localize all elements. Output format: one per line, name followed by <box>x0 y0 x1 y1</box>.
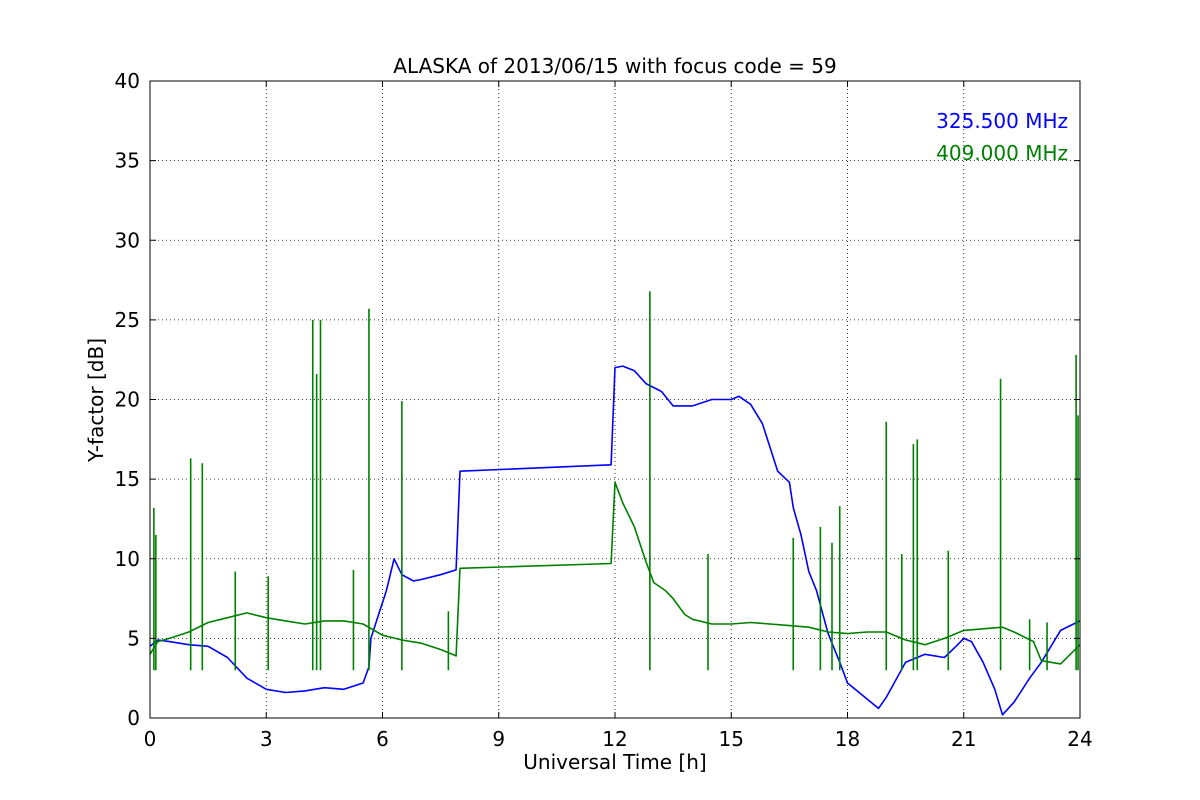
y-tick-label: 15 <box>115 467 140 491</box>
x-tick-label: 18 <box>835 727 860 751</box>
x-tick-label: 15 <box>719 727 744 751</box>
y-tick-label: 40 <box>115 69 140 93</box>
y-tick-label: 25 <box>115 308 140 332</box>
x-tick-label: 9 <box>492 727 505 751</box>
chart-title: ALASKA of 2013/06/15 with focus code = 5… <box>393 54 836 78</box>
x-tick-label: 6 <box>376 727 389 751</box>
series-lines <box>149 291 1081 716</box>
y-tick-label: 10 <box>115 547 140 571</box>
y-tick-label: 20 <box>115 388 140 412</box>
y-tick-label: 35 <box>115 149 140 173</box>
x-tick-label: 21 <box>951 727 976 751</box>
axis-ticks: 0 3 6 9 12 15 18 21 24 0 5 10 15 20 25 30 35 40 <box>115 69 1093 751</box>
legend-entry: 325.500 MHz <box>936 109 1068 133</box>
legend: 325.500 MHz 409.000 MHz <box>936 109 1068 165</box>
y-tick-label: 0 <box>127 706 140 730</box>
x-axis-label: Universal Time [h] <box>523 750 706 774</box>
x-tick-label: 12 <box>602 727 627 751</box>
series-line-325-500-mhz <box>149 365 1081 716</box>
y-axis-label: Y-factor [dB] <box>84 338 108 463</box>
legend-entry: 409.000 MHz <box>936 141 1068 165</box>
series-line-409-000-mhz <box>149 481 1081 665</box>
y-tick-label: 30 <box>115 228 140 252</box>
y-tick-label: 5 <box>127 626 140 650</box>
x-tick-label: 3 <box>260 727 273 751</box>
x-tick-label: 24 <box>1067 727 1092 751</box>
x-tick-label: 0 <box>144 727 157 751</box>
grid-lines <box>150 81 1080 718</box>
